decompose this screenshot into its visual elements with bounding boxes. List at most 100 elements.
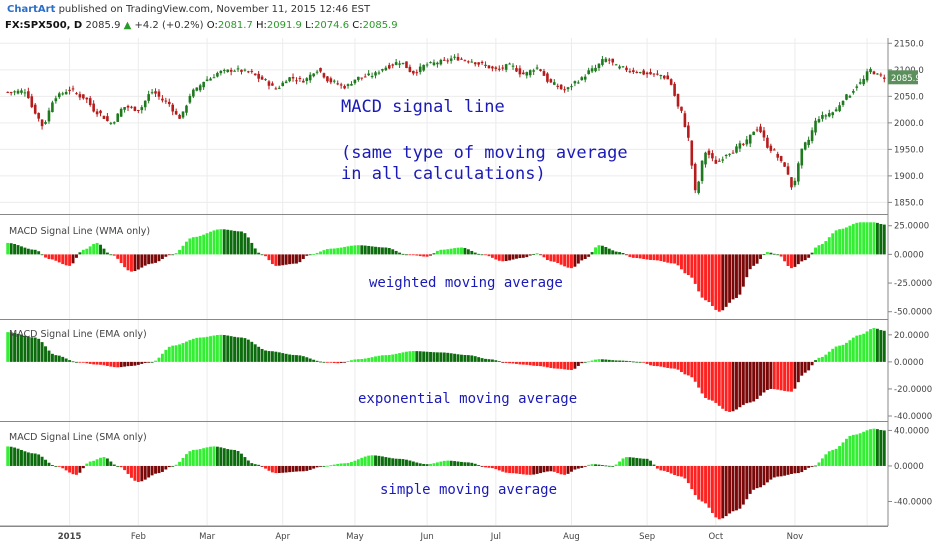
histogram-bar (473, 356, 477, 362)
histogram-bar (164, 254, 168, 257)
histogram-bar (745, 465, 749, 500)
author-link[interactable]: ChartArt (7, 4, 56, 15)
histogram-bar (800, 361, 804, 376)
candle-body (16, 90, 20, 94)
histogram-bar (394, 250, 398, 255)
histogram-bar (453, 461, 457, 466)
high-label: H: (256, 20, 267, 31)
histogram-bar (267, 254, 271, 261)
histogram-bar (415, 254, 419, 256)
histogram-bar (693, 361, 697, 382)
histogram-bar (621, 360, 625, 362)
histogram-bar (738, 465, 742, 509)
candle-body (628, 71, 632, 73)
histogram-bar (47, 350, 51, 362)
candle-body (845, 94, 848, 100)
histogram-bar (305, 254, 309, 256)
histogram-bar (398, 353, 402, 362)
histogram-bar (748, 465, 752, 494)
candle-body (212, 77, 216, 79)
histogram-bar (518, 361, 522, 365)
histogram-bar (858, 222, 862, 255)
histogram-bar (697, 465, 701, 500)
histogram-bar (439, 352, 443, 362)
histogram-bar (456, 461, 460, 466)
candle-body (704, 152, 707, 165)
histogram-bar (680, 465, 683, 477)
histogram-bar (717, 465, 721, 520)
histogram-bar (882, 430, 886, 466)
indicator-tick-label: -20.0000 (894, 385, 932, 395)
histogram-bar (570, 361, 573, 370)
candle-body (271, 83, 274, 86)
histogram-bar (435, 352, 439, 362)
histogram-bar (360, 359, 364, 362)
candle-body (85, 97, 89, 100)
histogram-bar (855, 222, 859, 255)
histogram-bar (102, 361, 106, 366)
histogram-bar (765, 361, 769, 390)
histogram-bar (515, 361, 518, 364)
histogram-bar (607, 248, 611, 255)
histogram-bar (490, 465, 494, 469)
histogram-bar (827, 237, 831, 255)
histogram-bar (618, 360, 622, 362)
histogram-bar (714, 465, 718, 518)
histogram-bar (710, 465, 714, 513)
histogram-bar (250, 463, 254, 466)
histogram-bar (298, 355, 302, 362)
histogram-bar (174, 345, 178, 362)
candle-body (116, 113, 120, 122)
histogram-bar (260, 348, 264, 362)
histogram-bar (628, 361, 632, 363)
histogram-bar (504, 465, 508, 473)
histogram-bar (411, 461, 415, 466)
time-tick-label: 2015 (58, 532, 82, 542)
histogram-bar (71, 361, 75, 363)
histogram-bar (693, 465, 697, 496)
candle-body (236, 68, 240, 70)
histogram-bar (339, 247, 343, 255)
histogram-bar (542, 361, 546, 367)
histogram-bar (425, 351, 429, 362)
histogram-bar (154, 254, 157, 263)
candle-body (198, 85, 202, 91)
histogram-bar (724, 465, 728, 517)
histogram-bar (786, 361, 790, 392)
candle-body (797, 163, 800, 182)
histogram-bar (717, 254, 721, 312)
candle-body (23, 92, 27, 94)
histogram-bar (566, 465, 570, 474)
candle-body (130, 106, 133, 108)
histogram-bar (140, 254, 144, 268)
candle-body (783, 162, 786, 167)
histogram-bar (171, 345, 175, 362)
histogram-bar (133, 361, 137, 366)
candle-body (848, 95, 852, 98)
candle-body (559, 84, 563, 90)
histogram-bar (226, 229, 230, 255)
candle-body (810, 130, 814, 142)
histogram-bar (112, 464, 116, 466)
histogram-bar (85, 248, 89, 255)
histogram-bar (783, 361, 787, 391)
histogram-bar (350, 360, 353, 362)
histogram-bar (350, 462, 353, 466)
time-tick-label: Jul (490, 532, 501, 542)
histogram-bar (105, 361, 109, 366)
histogram-bar (50, 353, 54, 362)
histogram-bar (191, 338, 195, 362)
histogram-bar (277, 465, 281, 473)
histogram-bar (68, 465, 72, 473)
candle-body (147, 94, 150, 101)
histogram-bar (13, 244, 17, 255)
histogram-bar (625, 457, 628, 466)
symbol-label[interactable]: FX:SPX500, D (5, 20, 83, 31)
histogram-bar (686, 361, 690, 376)
histogram-bar (205, 447, 209, 466)
histogram-bar (119, 254, 123, 263)
histogram-bar (44, 254, 47, 258)
histogram-bar (549, 254, 553, 262)
histogram-bar (525, 254, 529, 258)
candle-body (594, 67, 597, 72)
